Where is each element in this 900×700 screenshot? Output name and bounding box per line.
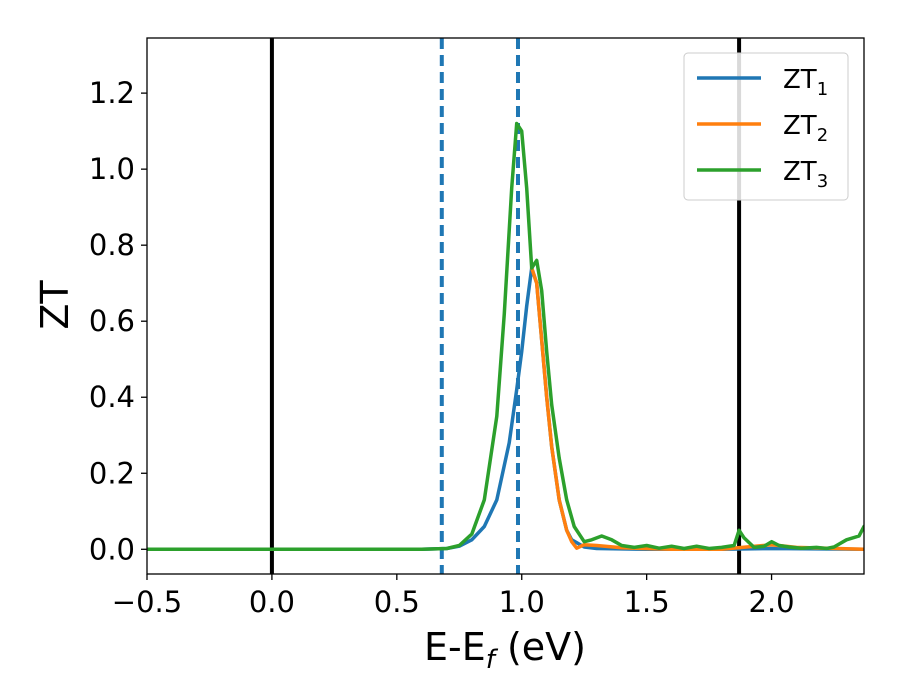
y-axis-label: ZT bbox=[33, 280, 77, 330]
x-tick-label: −0.5 bbox=[112, 585, 182, 619]
y-tick-label: 0.6 bbox=[89, 304, 135, 338]
y-tick-label: 0.4 bbox=[89, 380, 135, 414]
legend: ZT1 ZT2 ZT3 bbox=[683, 52, 849, 201]
y-axis-ticks: 0.0 0.2 0.4 0.6 0.8 1.0 1.2 bbox=[89, 76, 147, 566]
y-tick-label: 1.2 bbox=[89, 76, 135, 110]
x-axis-label: E-Ef (eV) bbox=[424, 625, 586, 675]
legend-label: ZT2 bbox=[783, 111, 828, 146]
x-tick-label: 0.5 bbox=[374, 585, 420, 619]
plot-frame bbox=[146, 37, 865, 575]
series-line-3 bbox=[147, 121, 864, 552]
series-lines bbox=[147, 121, 864, 552]
x-axis-ticks: −0.5 0.0 0.5 1.0 1.5 2.0 bbox=[112, 574, 795, 619]
y-tick-label: 0.0 bbox=[89, 532, 135, 566]
x-tick-label: 2.0 bbox=[749, 585, 795, 619]
y-tick-label: 0.2 bbox=[89, 456, 135, 490]
y-tick-label: 1.0 bbox=[89, 152, 135, 186]
legend-label: ZT3 bbox=[783, 157, 828, 192]
series-line-2 bbox=[529, 266, 864, 552]
legend-label: ZT1 bbox=[783, 65, 828, 100]
y-tick-label: 0.8 bbox=[89, 228, 135, 262]
legend-box bbox=[683, 52, 849, 201]
x-tick-label: 1.0 bbox=[499, 585, 545, 619]
x-tick-label: 0.0 bbox=[249, 585, 295, 619]
x-tick-label: 1.5 bbox=[624, 585, 670, 619]
